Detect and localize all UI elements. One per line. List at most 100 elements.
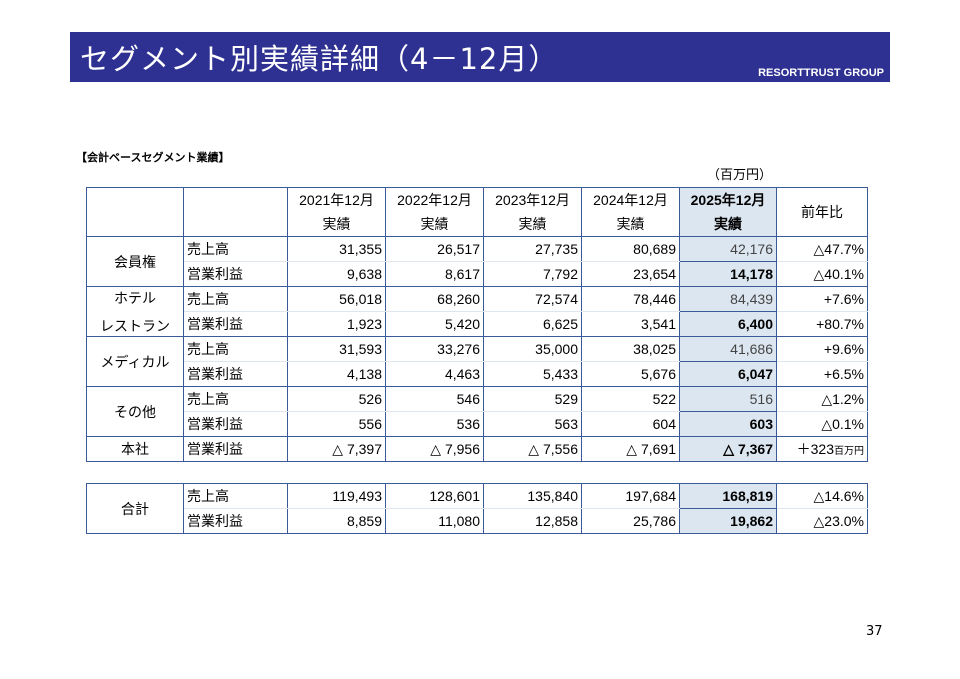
- column-sub: 実績: [581, 212, 680, 237]
- segment-name-line: その他: [114, 403, 156, 420]
- value-cell: 546: [385, 386, 484, 412]
- table-row: 営業利益 9,638 8,617 7,792 23,654 14,178 △40.1%: [87, 261, 868, 287]
- row-label: 売上高: [183, 386, 288, 412]
- table-row: メディカル 売上高 31,593 33,276 35,000 38,025 41,686 +9…: [86, 336, 868, 387]
- table-row: 会員権 売上高 31,355 26,517 27,735 80,689 42,176 △47.…: [86, 236, 868, 287]
- table-row: 営業利益 556 536 563 604 603 △0.1%: [87, 411, 868, 437]
- value-cell: 522: [581, 386, 680, 412]
- value-cell: 80,689: [581, 236, 680, 262]
- segment-name-line: 本社: [121, 441, 149, 457]
- value-cell: 56,018: [287, 286, 386, 312]
- value-cell: 38,025: [581, 336, 680, 362]
- row-label: 営業利益: [183, 411, 288, 437]
- value-cell: 14,178: [679, 261, 777, 287]
- value-cell: 526: [287, 386, 386, 412]
- value-cell: 168,819: [679, 483, 777, 509]
- table-row: 本社 営業利益 △ 7,397 △ 7,956 △ 7,556 △ 7,691 △ 7,36…: [86, 436, 868, 462]
- value-cell: 9,638: [287, 261, 386, 287]
- column-year: 2025年12月: [679, 187, 777, 212]
- value-cell: 5,420: [385, 311, 484, 337]
- yoy-cell: △14.6%: [776, 483, 868, 509]
- brand-label: RESORTTRUST GROUP: [758, 67, 884, 79]
- value-cell: 197,684: [581, 483, 680, 509]
- segment-name-line: ホテル: [114, 289, 156, 306]
- header-blank: [86, 187, 184, 237]
- row-label: 売上高: [183, 236, 288, 262]
- table-row: その他 売上高 526 546 529 522 516 △1.2%: [86, 386, 868, 437]
- column-year: 2024年12月: [581, 187, 680, 212]
- value-cell: 119,493: [287, 483, 386, 509]
- value-cell: 26,517: [385, 236, 484, 262]
- column-year: 2023年12月: [483, 187, 582, 212]
- value-cell: 8,617: [385, 261, 484, 287]
- value-cell: △ 7,691: [581, 436, 680, 462]
- value-cell: 516: [679, 386, 777, 412]
- column-sub: 実績: [679, 212, 777, 237]
- total-table: 合計 売上高 119,493 128,601 135,840 197,684 168,819…: [86, 483, 868, 534]
- yoy-value: ＋323: [796, 441, 834, 457]
- segment-name: 会員権: [86, 236, 184, 287]
- row-label: 売上高: [183, 286, 288, 312]
- yoy-cell: △23.0%: [776, 508, 868, 534]
- value-cell: 31,593: [287, 336, 386, 362]
- yoy-cell: ＋323百万円: [776, 436, 868, 462]
- segment-name-line: 会員権: [114, 253, 156, 270]
- value-cell: 5,676: [581, 361, 680, 387]
- segment-name-line: レストラン: [100, 317, 170, 334]
- segment-name: ホテル レストラン: [86, 286, 184, 337]
- value-cell: △ 7,367: [679, 436, 777, 462]
- section-title: 【会計ベースセグメント業績】: [76, 151, 230, 164]
- row-label: 売上高: [183, 336, 288, 362]
- value-cell: 31,355: [287, 236, 386, 262]
- yoy-cell: △1.2%: [776, 386, 868, 412]
- column-year: 2021年12月: [287, 187, 386, 212]
- value-cell: 72,574: [483, 286, 582, 312]
- segment-name-line: 合計: [121, 500, 149, 517]
- value-cell: 1,923: [287, 311, 386, 337]
- header-row: 2021年12月 2022年12月 2023年12月 2024年12月 2025年12月…: [86, 187, 868, 237]
- value-cell: 563: [483, 411, 582, 437]
- table-row: 営業利益 8,859 11,080 12,858 25,786 19,862 △23.0%: [87, 508, 868, 534]
- value-cell: 604: [581, 411, 680, 437]
- value-cell: △ 7,556: [483, 436, 582, 462]
- row-label: 営業利益: [183, 436, 288, 462]
- value-cell: 84,439: [679, 286, 777, 312]
- segment-table: 2021年12月 2022年12月 2023年12月 2024年12月 2025年12月…: [86, 187, 868, 462]
- value-cell: 19,862: [679, 508, 777, 534]
- column-year: 2022年12月: [385, 187, 484, 212]
- row-label: 営業利益: [183, 361, 288, 387]
- yoy-cell: +9.6%: [776, 336, 868, 362]
- table-row: ホテル レストラン 売上高 56,018 68,260 72,574 78,446 84,43…: [86, 286, 868, 337]
- value-cell: 6,047: [679, 361, 777, 387]
- column-sub: 実績: [385, 212, 484, 237]
- column-sub: 実績: [287, 212, 386, 237]
- value-cell: △ 7,956: [385, 436, 484, 462]
- value-cell: 23,654: [581, 261, 680, 287]
- title-banner: セグメント別実績詳細（4－12月） RESORTTRUST GROUP: [70, 32, 890, 82]
- value-cell: 3,541: [581, 311, 680, 337]
- value-cell: 78,446: [581, 286, 680, 312]
- value-cell: 6,400: [679, 311, 777, 337]
- value-cell: 25,786: [581, 508, 680, 534]
- yoy-cell: +80.7%: [776, 311, 868, 337]
- value-cell: 603: [679, 411, 777, 437]
- segment-name: 本社: [86, 436, 184, 462]
- yoy-cell: △0.1%: [776, 411, 868, 437]
- table-row: 営業利益 1,923 5,420 6,625 3,541 6,400 +80.7%: [87, 311, 868, 337]
- value-cell: 536: [385, 411, 484, 437]
- yoy-cell: +6.5%: [776, 361, 868, 387]
- page-title: セグメント別実績詳細（4－12月）: [80, 42, 559, 76]
- table-row: 合計 売上高 119,493 128,601 135,840 197,684 168,819…: [86, 483, 868, 534]
- value-cell: 35,000: [483, 336, 582, 362]
- yoy-unit: 百万円: [834, 446, 864, 457]
- yoy-cell: △47.7%: [776, 236, 868, 262]
- value-cell: 12,858: [483, 508, 582, 534]
- header-row: 実績 実績 実績 実績 実績: [87, 212, 868, 237]
- value-cell: 5,433: [483, 361, 582, 387]
- row-label: 営業利益: [183, 508, 288, 534]
- segment-name: 合計: [86, 483, 184, 534]
- value-cell: 33,276: [385, 336, 484, 362]
- yoy-cell: +7.6%: [776, 286, 868, 312]
- row-label: 営業利益: [183, 311, 288, 337]
